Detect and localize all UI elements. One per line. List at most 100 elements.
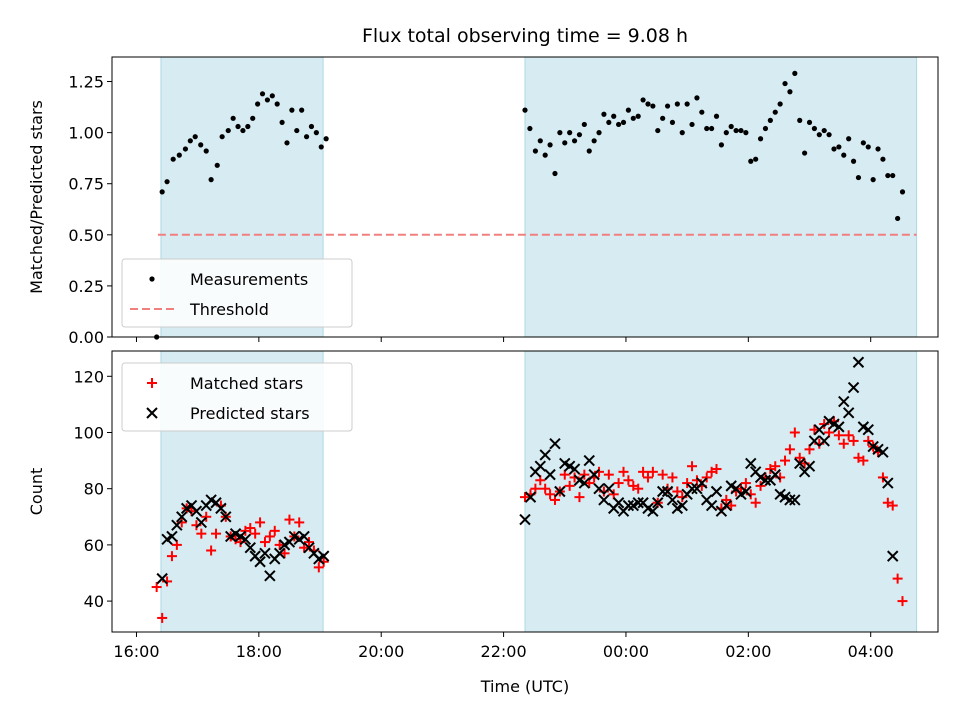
data-point (890, 172, 896, 179)
data-point (635, 113, 641, 119)
data-point (562, 140, 568, 146)
data-point (777, 101, 783, 107)
series-x (156, 356, 899, 585)
data-point (740, 478, 751, 489)
axes-frame (111, 350, 939, 633)
data-point (726, 500, 737, 511)
data-point (679, 130, 685, 136)
data-point (650, 103, 656, 109)
data-point (289, 107, 295, 113)
data-point (674, 101, 680, 107)
data-point (603, 482, 615, 495)
data-point (618, 466, 629, 477)
data-point (780, 455, 791, 466)
data-point (539, 449, 551, 461)
data-point (274, 101, 280, 107)
data-point (612, 497, 625, 509)
data-point (877, 446, 889, 458)
data-point (694, 95, 700, 101)
y-tick-label: 120 (73, 367, 104, 386)
data-point (848, 435, 859, 446)
data-point (532, 148, 539, 154)
legend-marker (147, 378, 157, 388)
data-point (709, 125, 715, 132)
data-point (887, 500, 898, 511)
data-point (264, 531, 275, 542)
data-point (547, 142, 553, 148)
ratio-panel: 0.00 0.25 0.50 0.75 1.00 1.25 Matched/Predicte… (27, 56, 939, 347)
data-point (846, 136, 852, 142)
data-point (877, 472, 888, 483)
shaded-interval (524, 56, 918, 338)
data-point (230, 115, 236, 121)
x-tick-label: 16:00 (113, 642, 159, 661)
legend: Measurements Threshold (121, 258, 353, 328)
y-tick-label: 0.75 (68, 175, 104, 194)
chart-title: Flux total observing time = 9.08 h (362, 25, 688, 47)
data-point (660, 115, 666, 121)
data-point (711, 464, 722, 475)
data-point (208, 177, 214, 183)
data-point (170, 156, 176, 162)
data-point (554, 485, 566, 498)
y-tick-label: 80 (84, 480, 104, 499)
data-point (721, 494, 732, 505)
x-tick-label: 02:00 (725, 642, 771, 661)
data-point (166, 551, 177, 562)
data-point (762, 125, 769, 132)
counts-panel: 40 60 80 100 120 16:00 18:00 20:00 22:00 00:00 02:… (27, 350, 939, 661)
data-point (166, 530, 178, 543)
data-point (647, 505, 659, 517)
data-point (718, 142, 725, 148)
data-point (769, 468, 781, 481)
data-point (669, 119, 676, 126)
data-point (797, 117, 803, 123)
data-point (552, 170, 558, 177)
data-point (784, 444, 795, 455)
data-point (743, 130, 749, 136)
data-point (622, 499, 635, 512)
data-point (574, 492, 585, 503)
x-tick-label: 04:00 (848, 642, 894, 661)
data-point (802, 150, 808, 156)
data-point (273, 547, 286, 560)
legend-marker (146, 407, 158, 419)
data-point (171, 519, 183, 531)
data-point (684, 101, 690, 107)
data-point (308, 123, 315, 130)
data-point (630, 115, 636, 121)
data-point (579, 469, 590, 480)
data-point (897, 596, 908, 607)
legend-box (121, 362, 353, 432)
data-point (215, 502, 227, 515)
data-point (537, 138, 543, 144)
data-point (176, 152, 182, 158)
data-point (567, 130, 573, 136)
data-point (689, 121, 695, 128)
data-point (544, 468, 556, 481)
data-point (809, 424, 820, 435)
data-point (862, 423, 874, 436)
data-point (655, 127, 661, 134)
data-point (899, 189, 906, 195)
data-point (811, 125, 818, 132)
data-point (770, 461, 781, 472)
data-point (892, 573, 903, 584)
data-point (789, 427, 800, 438)
data-point (738, 127, 744, 134)
data-point (645, 101, 651, 107)
data-point (813, 423, 826, 436)
data-point (803, 460, 816, 472)
y-axis-label: Matched/Predicted stars (27, 100, 46, 294)
y-tick-label: 100 (73, 423, 104, 442)
data-point (156, 572, 168, 585)
data-point (657, 469, 668, 480)
data-point (549, 438, 561, 450)
data-point (710, 485, 723, 498)
data-point (603, 469, 614, 480)
axes-frame (111, 56, 939, 338)
data-point (794, 457, 806, 470)
data-point (527, 125, 533, 132)
data-point (245, 123, 251, 130)
